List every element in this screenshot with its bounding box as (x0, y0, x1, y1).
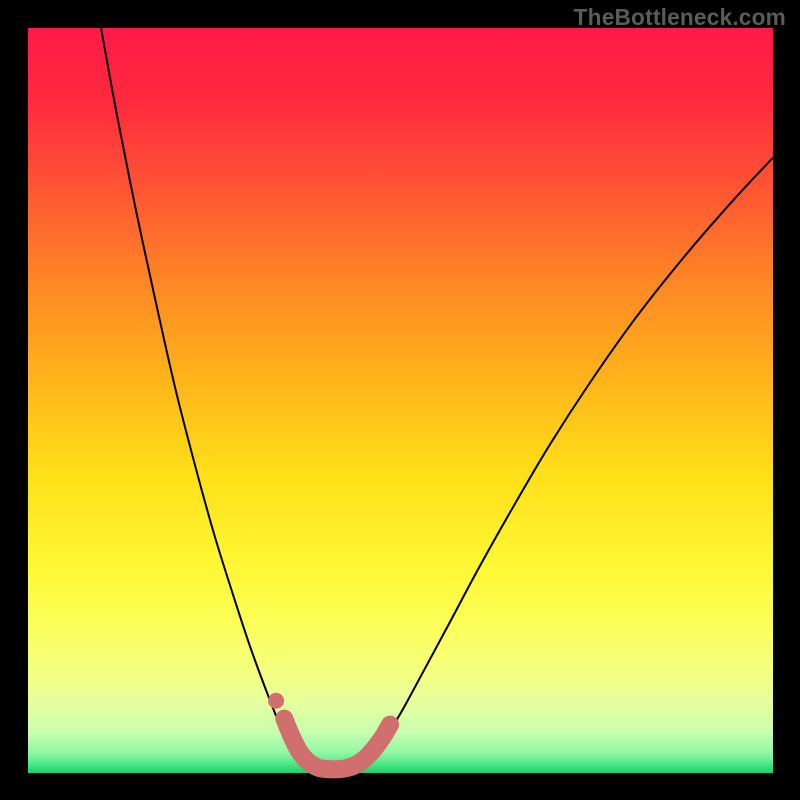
gradient-background (28, 28, 773, 773)
watermark-text: TheBottleneck.com (574, 4, 786, 31)
chart-container: TheBottleneck.com (0, 0, 800, 800)
bottleneck-chart (0, 0, 800, 800)
highlight-isolated-dot (268, 693, 284, 709)
